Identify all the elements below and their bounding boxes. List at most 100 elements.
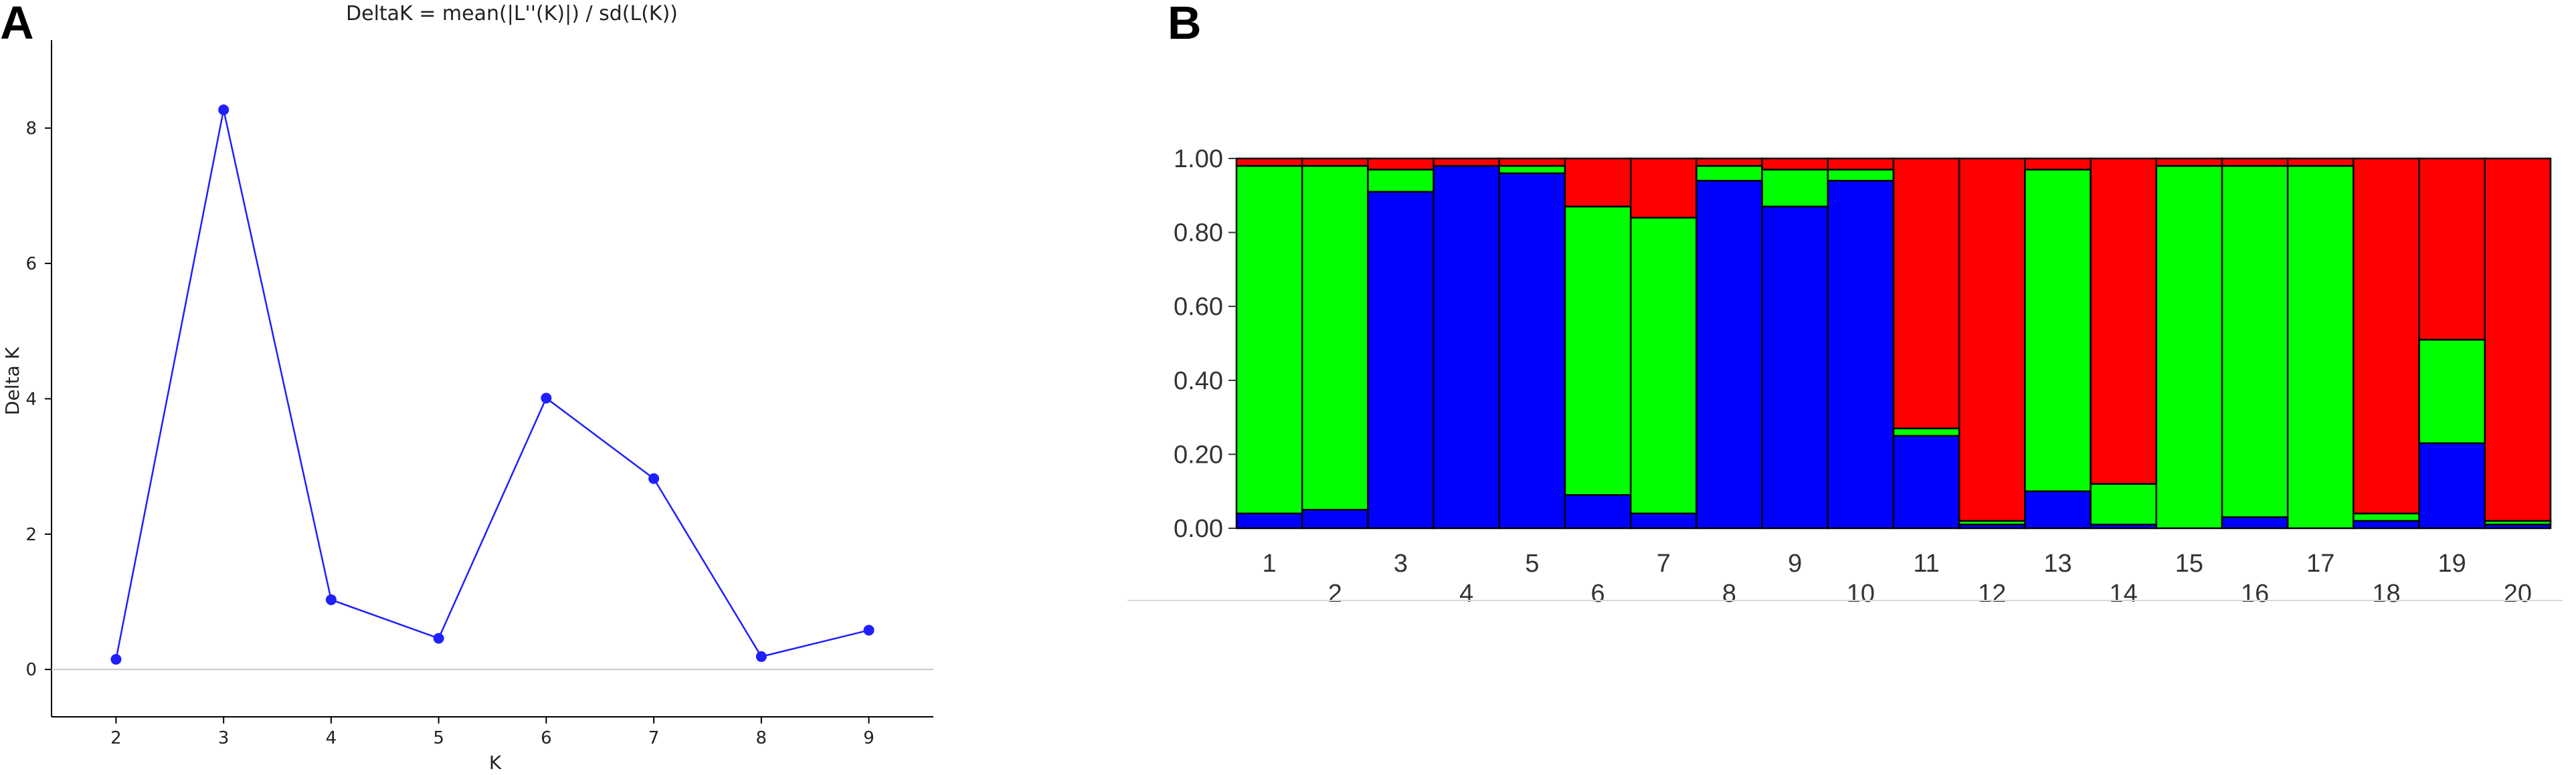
x-tick-label: 8	[756, 728, 767, 748]
blue-cluster-segment	[1498, 172, 1566, 530]
red-cluster-segment	[2155, 157, 2223, 167]
y-tick-label: 2	[25, 525, 37, 545]
green-cluster-segment	[1827, 169, 1895, 182]
panel-a-letter: A	[0, 0, 34, 49]
y-tick-label: 8	[25, 119, 37, 139]
x-tick-label: 7	[648, 728, 660, 748]
x-tick-label: 14	[2110, 580, 2138, 608]
x-tick-label: 10	[1847, 580, 1875, 608]
y-tick-label: 0.80	[1174, 219, 1223, 247]
green-cluster-segment	[1695, 164, 1763, 182]
green-cluster-segment	[2353, 512, 2420, 522]
green-cluster-segment	[2024, 169, 2092, 492]
blue-cluster-segment	[2353, 520, 2420, 530]
green-cluster-segment	[1498, 164, 1566, 175]
y-tick-label: 0.00	[1174, 515, 1223, 543]
y-tick-label: 4	[25, 389, 37, 409]
x-tick-label: 12	[1978, 580, 2006, 608]
green-cluster-segment	[1761, 169, 1829, 208]
structure-barplot: 0.000.200.400.600.801.00 123456789101112…	[1127, 145, 2563, 608]
blue-cluster-segment	[1695, 179, 1763, 530]
red-cluster-segment	[1695, 157, 1763, 167]
delta-k-point	[110, 653, 122, 665]
x-tick-label: 20	[2504, 580, 2532, 608]
blue-cluster-segment	[1235, 512, 1303, 530]
green-cluster-segment	[2155, 164, 2223, 530]
red-cluster-segment	[1301, 157, 1369, 167]
delta-k-point	[325, 594, 337, 605]
x-tick-label: 19	[2438, 550, 2466, 578]
y-tick-label: 0	[25, 660, 37, 680]
delta-k-point	[541, 393, 552, 404]
x-tick-label: 3	[218, 728, 229, 748]
x-tick-label: 6	[541, 728, 552, 748]
red-cluster-segment	[1433, 157, 1501, 167]
red-cluster-segment	[2024, 157, 2092, 171]
x-tick-label: 4	[1459, 580, 1473, 608]
x-tick-label: 9	[1788, 550, 1802, 578]
delta-k-series-line	[115, 109, 869, 660]
blue-cluster-segment	[1433, 164, 1501, 530]
x-tick-label: 5	[1525, 550, 1539, 578]
y-tick-label: 1.00	[1174, 145, 1223, 173]
blue-cluster-segment	[1367, 191, 1435, 530]
delta-k-point	[433, 633, 444, 644]
x-tick-label: 9	[863, 728, 875, 748]
x-tick-label: 7	[1657, 550, 1671, 578]
red-cluster-segment	[1564, 157, 1632, 208]
x-tick-label: 6	[1591, 580, 1605, 608]
red-cluster-segment	[2353, 157, 2420, 515]
red-cluster-segment	[1761, 157, 1829, 171]
x-tick-label: 17	[2306, 550, 2334, 578]
green-cluster-segment	[1367, 169, 1435, 193]
green-cluster-segment	[1235, 164, 1303, 515]
green-cluster-segment	[2286, 164, 2355, 530]
delta-k-chart: DeltaK = mean(|L''(K)|) / sd(L(K)) 2 3 4 5 6…	[1, 2, 933, 774]
x-tick-label: 16	[2241, 580, 2269, 608]
x-tick-label: 2	[1328, 580, 1342, 608]
x-tick-label: 5	[433, 728, 444, 748]
red-cluster-segment	[1235, 157, 1303, 167]
blue-cluster-segment	[1629, 512, 1697, 530]
blue-cluster-segment	[1761, 205, 1829, 530]
x-axis-label: K	[489, 752, 502, 774]
red-cluster-segment	[2221, 157, 2289, 167]
blue-cluster-segment	[1301, 509, 1369, 530]
green-cluster-segment	[1301, 164, 1369, 511]
y-tick-label: 6	[25, 254, 37, 274]
delta-k-point	[863, 625, 875, 636]
red-cluster-segment	[1958, 157, 2026, 522]
blue-cluster-segment	[1827, 179, 1895, 530]
blue-cluster-segment	[2024, 490, 2092, 530]
delta-k-point	[218, 104, 229, 116]
x-tick-label: 15	[2175, 550, 2203, 578]
red-cluster-segment	[2286, 157, 2355, 167]
x-tick-label: 3	[1394, 550, 1408, 578]
blue-cluster-segment	[1564, 493, 1632, 530]
x-tick-label: 1	[1263, 550, 1277, 578]
blue-cluster-segment	[2418, 442, 2486, 530]
red-cluster-segment	[1629, 157, 1697, 219]
y-tick-label: 0.40	[1174, 367, 1223, 395]
blue-cluster-segment	[1892, 435, 1960, 530]
delta-k-point	[648, 473, 660, 484]
delta-k-point	[755, 651, 767, 662]
green-cluster-segment	[2418, 338, 2486, 445]
panel-b-letter: B	[1168, 0, 1202, 49]
x-tick-label: 11	[1913, 550, 1939, 578]
green-cluster-segment	[1629, 217, 1697, 515]
x-tick-label: 18	[2372, 580, 2400, 608]
red-cluster-segment	[2090, 157, 2158, 485]
green-cluster-segment	[1892, 427, 1960, 437]
y-tick-label: 0.20	[1174, 441, 1223, 469]
red-cluster-segment	[2484, 157, 2552, 522]
red-cluster-segment	[1827, 157, 1895, 171]
green-cluster-segment	[2090, 483, 2158, 526]
red-cluster-segment	[1892, 157, 1960, 429]
green-cluster-segment	[1564, 205, 1632, 496]
y-tick-label: 0.60	[1174, 293, 1223, 321]
x-tick-label: 8	[1722, 580, 1736, 608]
x-tick-label: 2	[110, 728, 122, 748]
y-axis-label: Delta K	[1, 346, 23, 415]
